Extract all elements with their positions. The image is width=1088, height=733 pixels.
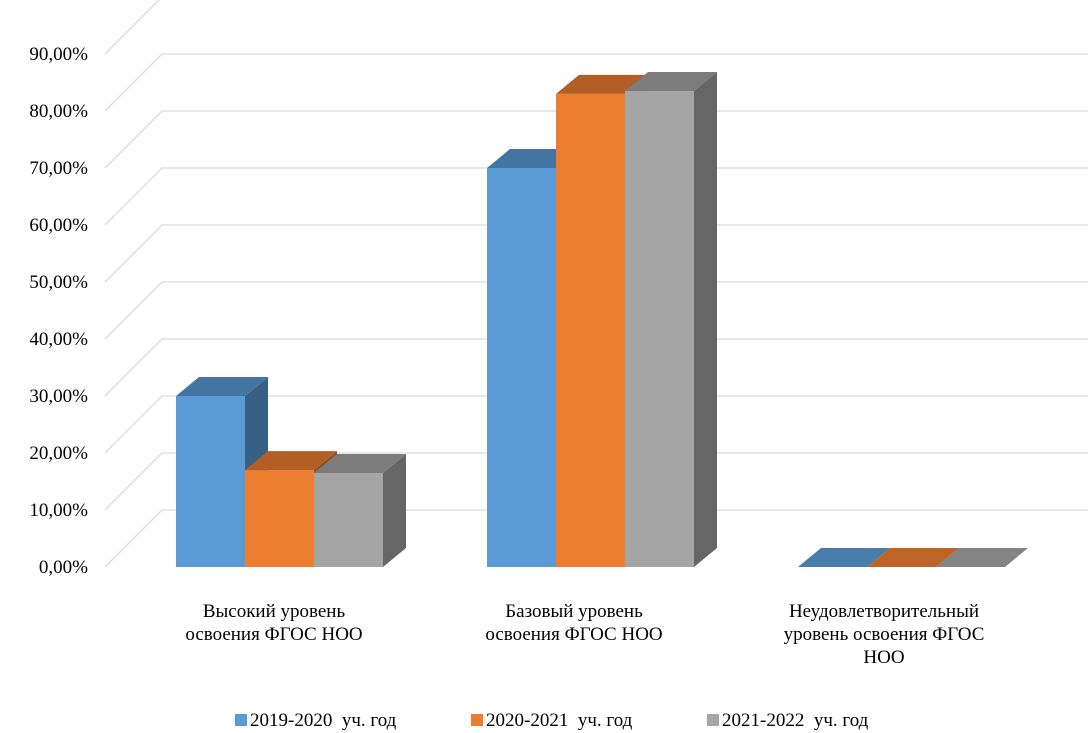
y-tick-label: 0,00% bbox=[39, 557, 88, 578]
legend-label: 2019-2020 уч. год bbox=[250, 710, 397, 731]
gridline bbox=[104, 281, 1088, 340]
gridline bbox=[104, 167, 1088, 226]
bars bbox=[176, 72, 1028, 568]
legend-swatch bbox=[235, 714, 247, 726]
bar-top-face bbox=[625, 72, 717, 92]
gridline bbox=[104, 224, 1088, 283]
bar bbox=[798, 548, 890, 567]
bar bbox=[936, 548, 1028, 567]
bar-top-face bbox=[936, 548, 1028, 567]
gridline bbox=[104, 452, 1088, 511]
legend-label: 2021-2022 уч. год bbox=[722, 710, 869, 731]
gridline bbox=[104, 395, 1088, 454]
y-tick-label: 80,00% bbox=[29, 101, 88, 122]
legend-swatch bbox=[471, 714, 483, 726]
bar bbox=[625, 72, 717, 568]
bar bbox=[176, 377, 268, 567]
y-tick-label: 40,00% bbox=[29, 329, 88, 350]
bar-top-face bbox=[556, 74, 648, 94]
bar bbox=[867, 548, 959, 567]
bar-side-face bbox=[383, 453, 406, 567]
bar-top-face bbox=[867, 548, 959, 567]
y-tick-label: 10,00% bbox=[29, 500, 88, 521]
bar-top-face bbox=[245, 451, 337, 471]
x-axis-categories: Высокий уровень освоения ФГОС НОО Базовый … bbox=[185, 601, 984, 668]
legend: 2019-2020 уч. год 2020-2021 уч. год 2021-2… bbox=[235, 710, 869, 731]
category-label: Высокий уровень освоения ФГОС НОО bbox=[185, 601, 362, 645]
y-tick-label: 70,00% bbox=[29, 158, 88, 179]
bar-front-face bbox=[556, 93, 625, 568]
category-label: Базовый уровень освоения ФГОС НОО bbox=[485, 601, 662, 645]
legend-item: 2021-2022 уч. год bbox=[707, 710, 869, 731]
bar bbox=[314, 453, 406, 567]
category-label: Неудовлетворительный уровень освоения ФГО… bbox=[784, 601, 985, 668]
bar-front-face bbox=[176, 396, 245, 567]
bar-top-face bbox=[314, 453, 406, 473]
legend-item: 2020-2021 уч. год bbox=[471, 710, 633, 731]
bar-side-face bbox=[694, 72, 717, 568]
gridline bbox=[104, 110, 1088, 169]
bar-top-face bbox=[798, 548, 890, 567]
legend-swatch bbox=[707, 714, 719, 726]
y-axis-ticks: 0,00% 10,00% 20,00% 30,00% 40,00% 50,00% 60,00… bbox=[29, 44, 88, 578]
bar-top-face bbox=[176, 377, 268, 396]
bar-front-face bbox=[314, 472, 383, 567]
bar-front-face bbox=[487, 168, 556, 567]
y-tick-label: 30,00% bbox=[29, 386, 88, 407]
legend-label: 2020-2021 уч. год bbox=[486, 710, 633, 731]
legend-item: 2019-2020 уч. год bbox=[235, 710, 397, 731]
y-tick-label: 60,00% bbox=[29, 215, 88, 236]
y-tick-label: 50,00% bbox=[29, 272, 88, 293]
gridline bbox=[104, 53, 1088, 112]
bar-front-face bbox=[625, 91, 694, 568]
y-tick-label: 20,00% bbox=[29, 443, 88, 464]
y-tick-label: 90,00% bbox=[29, 44, 88, 65]
gridline bbox=[104, 0, 160, 55]
gridlines bbox=[104, 0, 1088, 568]
bar-front-face bbox=[245, 470, 314, 567]
gridline bbox=[104, 338, 1088, 397]
gridline bbox=[104, 509, 1088, 568]
